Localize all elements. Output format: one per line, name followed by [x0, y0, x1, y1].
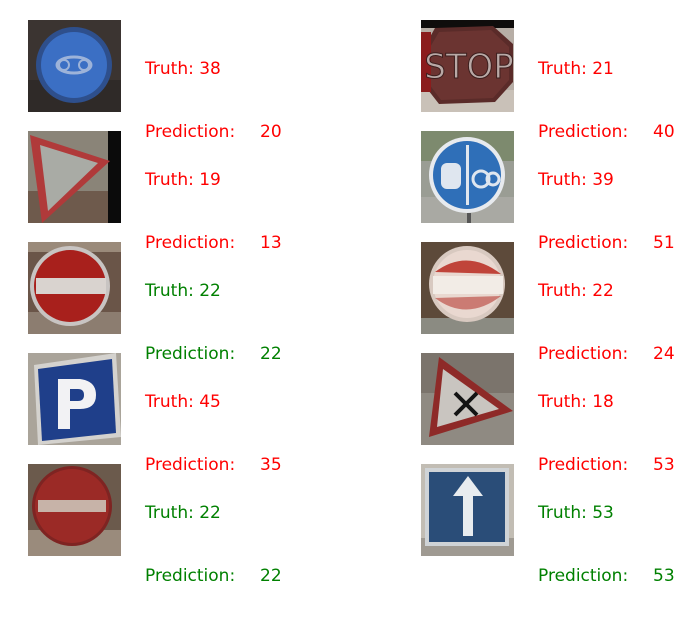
- prediction-line: Prediction: 53: [538, 455, 675, 476]
- prediction-text: Prediction:: [538, 122, 629, 142]
- prediction-line: Prediction: 51: [538, 233, 675, 254]
- prediction-label: Truth: 38 Prediction: 20: [145, 17, 282, 185]
- sample-cell: Truth: 22 Prediction: 22: [28, 242, 328, 364]
- prediction-text: Prediction:: [538, 233, 629, 253]
- sample-cell: Truth: 53 Prediction: 53: [421, 464, 693, 586]
- prediction-label: Truth: 19 Prediction: 13: [145, 128, 282, 296]
- prediction-line: Prediction: 53: [538, 566, 675, 587]
- truth-text: Truth: 53: [538, 503, 614, 523]
- prediction-value: 22: [260, 566, 282, 586]
- no-entry-sign-icon: [28, 464, 121, 556]
- truth-text: Truth: 21: [538, 59, 614, 79]
- truth-text: Truth: 22: [538, 281, 614, 301]
- sample-cell: Truth: 22 Prediction: 22: [28, 464, 328, 586]
- pedestrian-bicycle-sign-icon: [421, 131, 514, 223]
- stop-sign-icon: STOP: [421, 20, 514, 112]
- prediction-line: Prediction: 24: [538, 344, 675, 365]
- parking-sign-icon: [28, 353, 121, 445]
- no-entry-sign-icon: [28, 242, 121, 334]
- truth-text: Truth: 18: [538, 392, 614, 412]
- prediction-text: Prediction:: [145, 233, 236, 253]
- prediction-text: Prediction:: [145, 455, 236, 475]
- sample-cell: Truth: 22 Prediction: 24: [421, 242, 693, 364]
- prediction-label: Truth: 53 Prediction: 53: [538, 461, 675, 629]
- prediction-value: 13: [260, 233, 282, 253]
- prediction-line: Prediction: 22: [145, 566, 282, 587]
- prediction-text: Prediction:: [145, 344, 236, 364]
- prediction-line: Prediction: 13: [145, 233, 282, 254]
- prediction-label: Truth: 22 Prediction: 24: [538, 239, 675, 407]
- sample-cell: Truth: 19 Prediction: 13: [28, 131, 328, 253]
- faded-no-entry-sign-icon: [421, 242, 514, 334]
- blue-circle-sign-icon: [28, 20, 121, 112]
- sample-cell: Truth: 39 Prediction: 51: [421, 131, 693, 253]
- prediction-value: 22: [260, 344, 282, 364]
- crossroads-warning-sign-icon: [421, 353, 514, 445]
- sample-cell: Truth: 18 Prediction: 53: [421, 353, 693, 475]
- prediction-value: 53: [653, 566, 675, 586]
- prediction-value: 24: [653, 344, 675, 364]
- truth-text: Truth: 39: [538, 170, 614, 190]
- one-way-arrow-sign-icon: [421, 464, 514, 556]
- prediction-line: Prediction: 22: [145, 344, 282, 365]
- truth-text: Truth: 38: [145, 59, 221, 79]
- truth-text: Truth: 22: [145, 503, 221, 523]
- prediction-value: 51: [653, 233, 675, 253]
- truth-text: Truth: 19: [145, 170, 221, 190]
- prediction-line: Prediction: 35: [145, 455, 282, 476]
- sample-cell: Truth: 45 Prediction: 35: [28, 353, 328, 475]
- svg-text:STOP: STOP: [424, 47, 514, 87]
- prediction-line: Prediction: 40: [538, 122, 675, 143]
- yield-sign-icon: [28, 131, 121, 223]
- prediction-text: Prediction:: [538, 455, 629, 475]
- prediction-text: Prediction:: [538, 344, 629, 364]
- prediction-value: 40: [653, 122, 675, 142]
- prediction-label: Truth: 45 Prediction: 35: [145, 350, 282, 518]
- prediction-value: 53: [653, 455, 675, 475]
- prediction-text: Prediction:: [145, 566, 236, 586]
- prediction-label: Truth: 22 Prediction: 22: [145, 461, 282, 629]
- prediction-label: Truth: 21 Prediction: 40: [538, 17, 675, 185]
- prediction-text: Prediction:: [538, 566, 629, 586]
- prediction-line: Prediction: 20: [145, 122, 282, 143]
- prediction-text: Prediction:: [145, 122, 236, 142]
- prediction-label: Truth: 22 Prediction: 22: [145, 239, 282, 407]
- prediction-value: 35: [260, 455, 282, 475]
- prediction-label: Truth: 39 Prediction: 51: [538, 128, 675, 296]
- truth-text: Truth: 45: [145, 392, 221, 412]
- sample-cell: Truth: 38 Prediction: 20: [28, 20, 328, 142]
- prediction-label: Truth: 18 Prediction: 53: [538, 350, 675, 518]
- prediction-value: 20: [260, 122, 282, 142]
- sample-cell: STOP Truth: 21 Prediction: 40: [421, 20, 693, 142]
- truth-text: Truth: 22: [145, 281, 221, 301]
